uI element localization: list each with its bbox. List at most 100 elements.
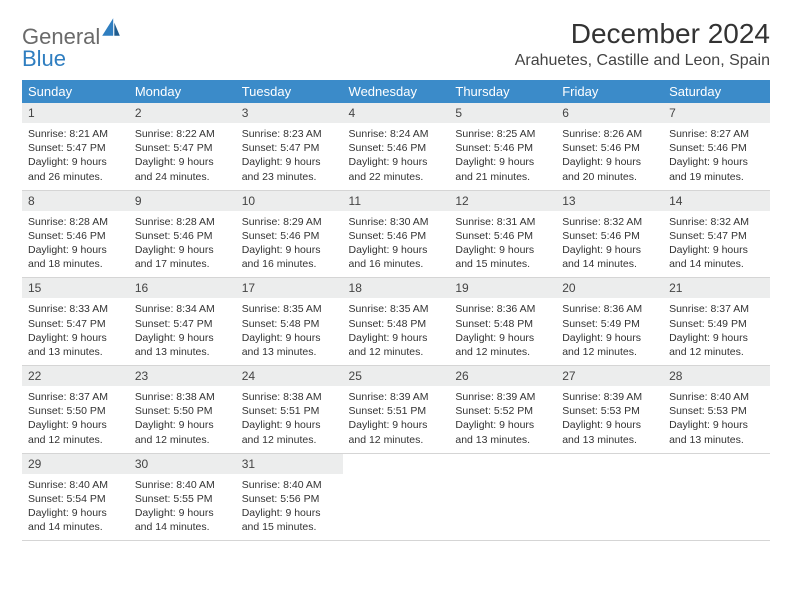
calendar-day-empty <box>343 453 450 541</box>
day-details: Sunrise: 8:31 AMSunset: 5:46 PMDaylight:… <box>449 211 556 278</box>
calendar-day: 1Sunrise: 8:21 AMSunset: 5:47 PMDaylight… <box>22 103 129 190</box>
day-details: Sunrise: 8:28 AMSunset: 5:46 PMDaylight:… <box>22 211 129 278</box>
sunset-line: Sunset: 5:49 PM <box>562 317 657 331</box>
daylight-line: Daylight: 9 hours and 12 minutes. <box>242 418 337 446</box>
sunrise-line: Sunrise: 8:40 AM <box>28 478 123 492</box>
day-header: Saturday <box>663 80 770 103</box>
daylight-line: Daylight: 9 hours and 12 minutes. <box>455 331 550 359</box>
day-number: 23 <box>129 366 236 386</box>
day-header: Wednesday <box>343 80 450 103</box>
day-details: Sunrise: 8:40 AMSunset: 5:56 PMDaylight:… <box>236 474 343 541</box>
daylight-line: Daylight: 9 hours and 23 minutes. <box>242 155 337 183</box>
calendar-day-empty <box>449 453 556 541</box>
sunset-line: Sunset: 5:47 PM <box>135 317 230 331</box>
calendar-week: 8Sunrise: 8:28 AMSunset: 5:46 PMDaylight… <box>22 190 770 278</box>
calendar-day: 22Sunrise: 8:37 AMSunset: 5:50 PMDayligh… <box>22 366 129 454</box>
sunset-line: Sunset: 5:47 PM <box>242 141 337 155</box>
day-details: Sunrise: 8:33 AMSunset: 5:47 PMDaylight:… <box>22 298 129 365</box>
daylight-line: Daylight: 9 hours and 24 minutes. <box>135 155 230 183</box>
calendar-day: 21Sunrise: 8:37 AMSunset: 5:49 PMDayligh… <box>663 278 770 366</box>
day-number: 26 <box>449 366 556 386</box>
sunset-line: Sunset: 5:46 PM <box>669 141 764 155</box>
sunset-line: Sunset: 5:48 PM <box>242 317 337 331</box>
day-number: 28 <box>663 366 770 386</box>
day-number: 31 <box>236 454 343 474</box>
sunset-line: Sunset: 5:46 PM <box>455 141 550 155</box>
calendar-day: 15Sunrise: 8:33 AMSunset: 5:47 PMDayligh… <box>22 278 129 366</box>
sunset-line: Sunset: 5:47 PM <box>28 317 123 331</box>
day-number: 12 <box>449 191 556 211</box>
sunset-line: Sunset: 5:51 PM <box>349 404 444 418</box>
sunrise-line: Sunrise: 8:34 AM <box>135 302 230 316</box>
day-header: Sunday <box>22 80 129 103</box>
sunrise-line: Sunrise: 8:37 AM <box>669 302 764 316</box>
day-header-row: SundayMondayTuesdayWednesdayThursdayFrid… <box>22 80 770 103</box>
sunrise-line: Sunrise: 8:31 AM <box>455 215 550 229</box>
calendar-day: 7Sunrise: 8:27 AMSunset: 5:46 PMDaylight… <box>663 103 770 190</box>
day-details: Sunrise: 8:40 AMSunset: 5:54 PMDaylight:… <box>22 474 129 541</box>
day-number: 18 <box>343 278 450 298</box>
day-details: Sunrise: 8:35 AMSunset: 5:48 PMDaylight:… <box>343 298 450 365</box>
sunrise-line: Sunrise: 8:25 AM <box>455 127 550 141</box>
calendar-week: 29Sunrise: 8:40 AMSunset: 5:54 PMDayligh… <box>22 453 770 541</box>
day-number: 27 <box>556 366 663 386</box>
day-details: Sunrise: 8:30 AMSunset: 5:46 PMDaylight:… <box>343 211 450 278</box>
day-details: Sunrise: 8:38 AMSunset: 5:50 PMDaylight:… <box>129 386 236 453</box>
calendar-week: 15Sunrise: 8:33 AMSunset: 5:47 PMDayligh… <box>22 278 770 366</box>
sunset-line: Sunset: 5:46 PM <box>349 141 444 155</box>
day-number: 4 <box>343 103 450 123</box>
day-number: 11 <box>343 191 450 211</box>
sunrise-line: Sunrise: 8:23 AM <box>242 127 337 141</box>
calendar-day: 28Sunrise: 8:40 AMSunset: 5:53 PMDayligh… <box>663 366 770 454</box>
daylight-line: Daylight: 9 hours and 12 minutes. <box>349 418 444 446</box>
day-details: Sunrise: 8:35 AMSunset: 5:48 PMDaylight:… <box>236 298 343 365</box>
sunset-line: Sunset: 5:46 PM <box>562 229 657 243</box>
sunrise-line: Sunrise: 8:28 AM <box>28 215 123 229</box>
sunrise-line: Sunrise: 8:21 AM <box>28 127 123 141</box>
day-number: 22 <box>22 366 129 386</box>
calendar-day: 16Sunrise: 8:34 AMSunset: 5:47 PMDayligh… <box>129 278 236 366</box>
calendar-day: 27Sunrise: 8:39 AMSunset: 5:53 PMDayligh… <box>556 366 663 454</box>
day-header: Tuesday <box>236 80 343 103</box>
calendar-day: 23Sunrise: 8:38 AMSunset: 5:50 PMDayligh… <box>129 366 236 454</box>
sunset-line: Sunset: 5:50 PM <box>135 404 230 418</box>
calendar-day: 20Sunrise: 8:36 AMSunset: 5:49 PMDayligh… <box>556 278 663 366</box>
sunset-line: Sunset: 5:46 PM <box>349 229 444 243</box>
day-details: Sunrise: 8:21 AMSunset: 5:47 PMDaylight:… <box>22 123 129 190</box>
sunset-line: Sunset: 5:56 PM <box>242 492 337 506</box>
sunset-line: Sunset: 5:46 PM <box>242 229 337 243</box>
sunrise-line: Sunrise: 8:38 AM <box>242 390 337 404</box>
calendar-day-empty <box>556 453 663 541</box>
daylight-line: Daylight: 9 hours and 17 minutes. <box>135 243 230 271</box>
day-details: Sunrise: 8:37 AMSunset: 5:49 PMDaylight:… <box>663 298 770 365</box>
daylight-line: Daylight: 9 hours and 13 minutes. <box>669 418 764 446</box>
sunset-line: Sunset: 5:46 PM <box>28 229 123 243</box>
sunset-line: Sunset: 5:48 PM <box>455 317 550 331</box>
sunrise-line: Sunrise: 8:27 AM <box>669 127 764 141</box>
day-number: 3 <box>236 103 343 123</box>
day-number: 25 <box>343 366 450 386</box>
day-number: 13 <box>556 191 663 211</box>
day-details: Sunrise: 8:38 AMSunset: 5:51 PMDaylight:… <box>236 386 343 453</box>
sunrise-line: Sunrise: 8:29 AM <box>242 215 337 229</box>
day-details: Sunrise: 8:28 AMSunset: 5:46 PMDaylight:… <box>129 211 236 278</box>
day-details: Sunrise: 8:36 AMSunset: 5:49 PMDaylight:… <box>556 298 663 365</box>
calendar-day: 8Sunrise: 8:28 AMSunset: 5:46 PMDaylight… <box>22 190 129 278</box>
sunrise-line: Sunrise: 8:28 AM <box>135 215 230 229</box>
calendar-week: 1Sunrise: 8:21 AMSunset: 5:47 PMDaylight… <box>22 103 770 190</box>
day-number: 30 <box>129 454 236 474</box>
day-number: 24 <box>236 366 343 386</box>
day-details: Sunrise: 8:25 AMSunset: 5:46 PMDaylight:… <box>449 123 556 190</box>
calendar-day: 31Sunrise: 8:40 AMSunset: 5:56 PMDayligh… <box>236 453 343 541</box>
calendar-day: 9Sunrise: 8:28 AMSunset: 5:46 PMDaylight… <box>129 190 236 278</box>
day-details: Sunrise: 8:34 AMSunset: 5:47 PMDaylight:… <box>129 298 236 365</box>
day-number: 10 <box>236 191 343 211</box>
day-details: Sunrise: 8:29 AMSunset: 5:46 PMDaylight:… <box>236 211 343 278</box>
sunset-line: Sunset: 5:52 PM <box>455 404 550 418</box>
sunrise-line: Sunrise: 8:40 AM <box>242 478 337 492</box>
daylight-line: Daylight: 9 hours and 15 minutes. <box>242 506 337 534</box>
daylight-line: Daylight: 9 hours and 22 minutes. <box>349 155 444 183</box>
day-details: Sunrise: 8:40 AMSunset: 5:55 PMDaylight:… <box>129 474 236 541</box>
sunrise-line: Sunrise: 8:32 AM <box>562 215 657 229</box>
sunset-line: Sunset: 5:47 PM <box>135 141 230 155</box>
